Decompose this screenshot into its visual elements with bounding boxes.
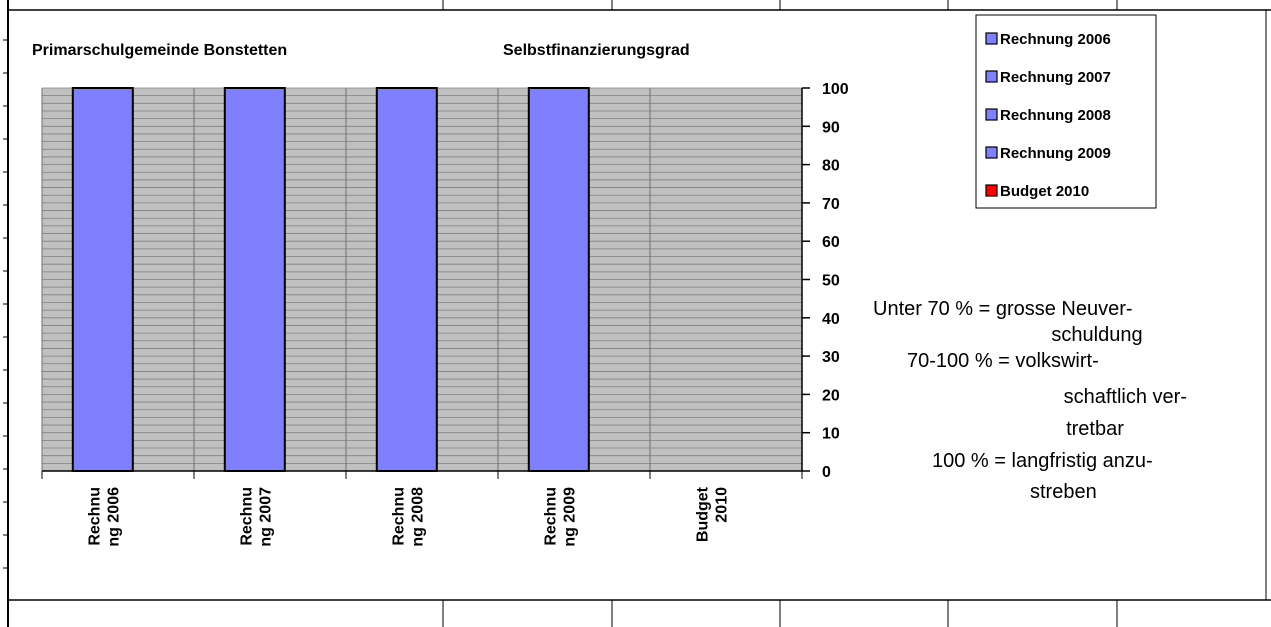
bar [375, 87, 438, 472]
legend: Rechnung 2006 Rechnung 2007 Rechnung 2008 R… [975, 14, 1157, 209]
y-tick-label: 80 [822, 158, 840, 175]
legend-swatch [985, 184, 998, 197]
y-tick-label: 40 [822, 311, 840, 328]
annotation-line: streben [1030, 481, 1097, 503]
x-tick-label-line: ng 2007 [257, 487, 274, 547]
legend-label: Rechnung 2009 [1000, 145, 1111, 162]
x-tick-label-line: Rechnu [542, 487, 559, 546]
legend-label: Rechnung 2007 [1000, 69, 1111, 86]
x-tick-label: Rechnu ng 2007 [238, 487, 274, 547]
x-tick-label-line: Rechnu [390, 487, 407, 546]
x-tick-label-line: ng 2009 [561, 487, 578, 547]
chart-title: Selbstfinanzierungsgrad [503, 42, 690, 59]
x-tick-label: Rechnu ng 2008 [390, 487, 426, 547]
legend-label: Budget 2010 [1000, 183, 1089, 200]
y-tick-label: 50 [822, 273, 840, 290]
organisation-title: Primarschulgemeinde Bonstetten [32, 42, 287, 59]
annotation-line: 100 % = langfristig anzu- [932, 450, 1153, 472]
legend-label: Rechnung 2006 [1000, 31, 1111, 48]
annotation-line: Unter 70 % = grosse Neuver- [873, 298, 1133, 320]
legend-swatch [985, 146, 998, 159]
annotation-text: Unter 70 % = grosse Neuver-schuldung 70-1… [873, 298, 1187, 503]
y-tick-label: 90 [822, 119, 840, 136]
x-tick-label-line: ng 2008 [409, 487, 426, 547]
annotation-line: 70-100 % = volkswirt- [907, 350, 1099, 372]
y-tick-label: 100 [822, 81, 849, 98]
annotation-line: tretbar [1066, 418, 1124, 440]
x-tick-label-line: 2010 [713, 487, 730, 523]
bar [223, 87, 286, 472]
y-tick-label: 30 [822, 349, 840, 366]
x-tick-label-line: ng 2006 [105, 487, 122, 547]
legend-swatch [985, 70, 998, 83]
bar [527, 87, 590, 472]
y-tick-label: 20 [822, 387, 840, 404]
legend-swatch [985, 108, 998, 121]
y-tick-label: 70 [822, 196, 840, 213]
annotation-line: schaftlich ver- [1064, 386, 1187, 408]
y-tick-label: 60 [822, 234, 840, 251]
sheet-frame [3, 0, 1271, 627]
legend-label: Rechnung 2008 [1000, 107, 1111, 124]
annotation-line: schuldung [1051, 324, 1142, 346]
bar [71, 87, 134, 472]
y-tick-label: 10 [822, 426, 840, 443]
x-tick-label: Rechnu ng 2009 [542, 487, 578, 547]
x-tick-label: Rechnu ng 2006 [86, 487, 122, 547]
x-tick-label-line: Rechnu [238, 487, 255, 546]
x-tick-label-line: Rechnu [86, 487, 103, 546]
x-tick-label: Budget 2010 [694, 486, 730, 542]
legend-box [975, 14, 1157, 209]
y-tick-label: 0 [822, 464, 831, 481]
legend-swatch [985, 32, 998, 45]
x-tick-label-line: Budget [694, 486, 711, 542]
